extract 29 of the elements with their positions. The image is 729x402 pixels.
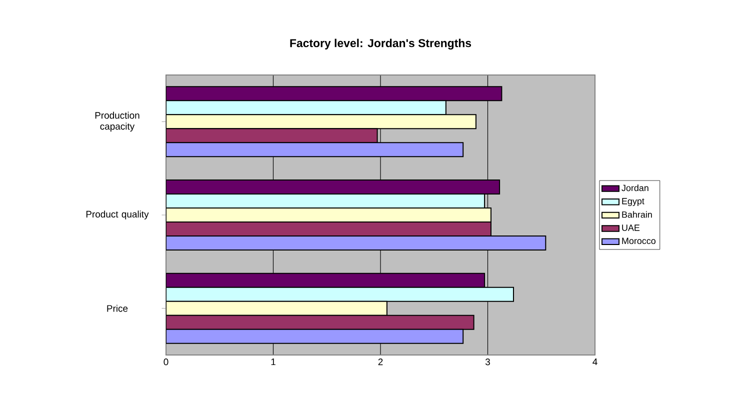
bar — [166, 194, 486, 209]
bar — [166, 236, 546, 251]
bar — [166, 86, 502, 102]
bar — [166, 142, 464, 158]
legend-label: Morocco — [622, 238, 656, 244]
y-tick-label: Production capacity — [95, 112, 140, 132]
bar — [166, 180, 500, 194]
bar — [166, 272, 486, 288]
bar — [166, 328, 464, 344]
x-tick-label: 2 — [378, 358, 383, 366]
legend-label: Egypt — [622, 198, 644, 206]
legend-label: UAE — [622, 224, 640, 231]
bar — [166, 314, 474, 330]
bar — [166, 300, 388, 316]
y-tick-label: Product quality — [86, 210, 149, 220]
bar — [166, 114, 476, 130]
bar — [166, 100, 446, 116]
x-tick-label: 3 — [485, 358, 490, 366]
x-tick-label: 1 — [271, 358, 276, 366]
x-tick-label: 4 — [592, 358, 598, 366]
bar — [166, 128, 378, 144]
chart-title: Factory level: Jordan's Strengths — [290, 38, 472, 50]
bar — [166, 286, 514, 302]
y-tick-label: Price — [107, 304, 128, 312]
bar — [166, 208, 492, 223]
bar — [166, 222, 492, 237]
legend-label: Bahrain — [622, 211, 652, 218]
legend-label: Jordan — [622, 184, 648, 192]
x-tick-label: 0 — [164, 358, 168, 366]
